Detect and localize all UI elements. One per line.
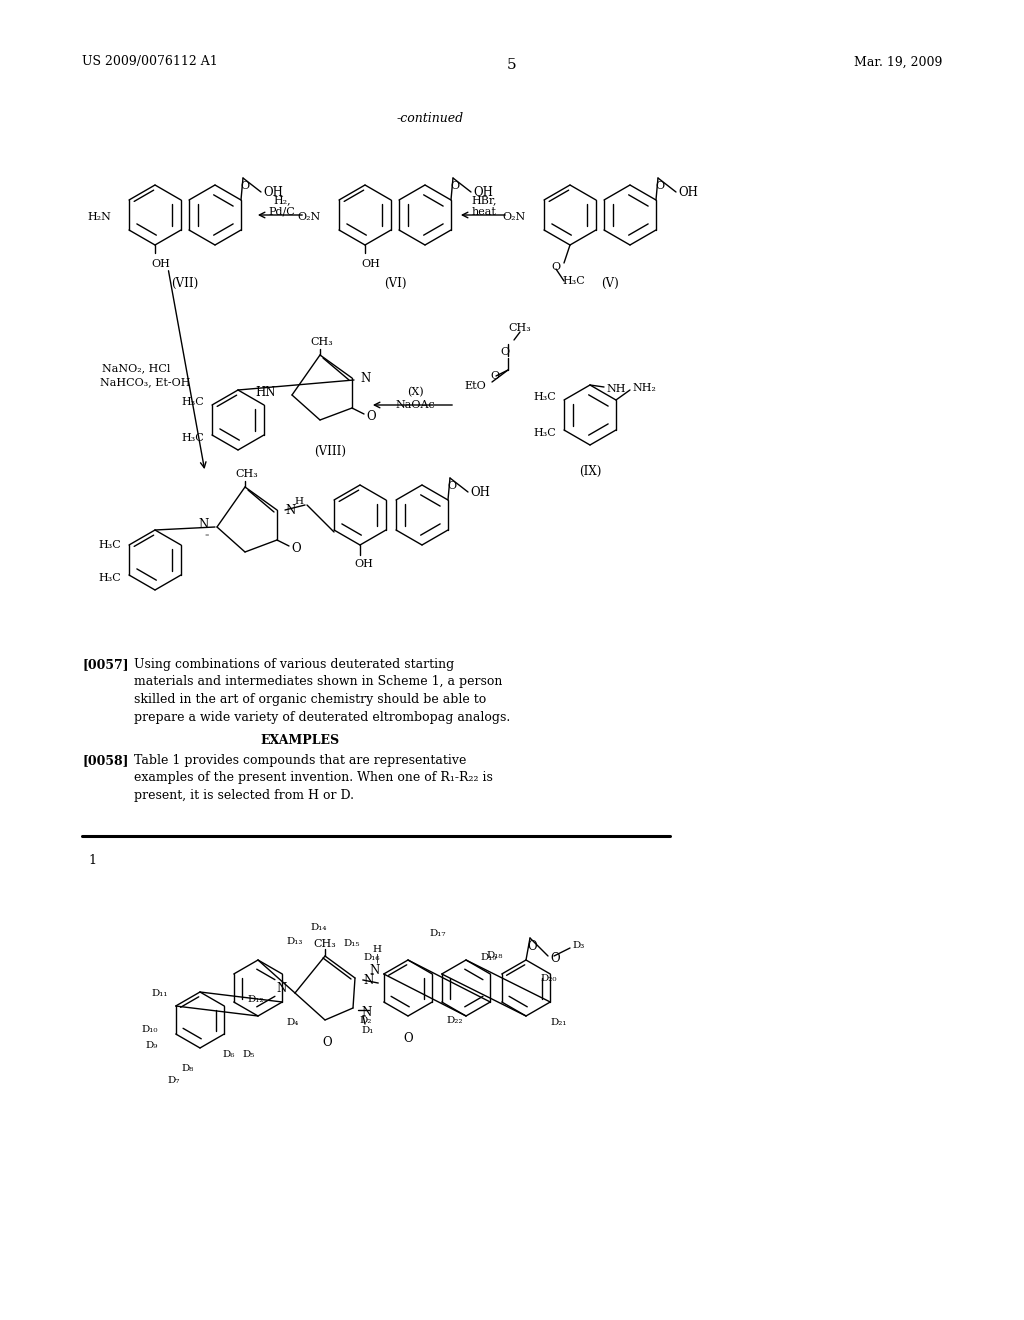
Text: (V): (V) <box>601 277 618 290</box>
Text: D₅: D₅ <box>242 1049 254 1059</box>
Text: D₃: D₃ <box>572 941 585 950</box>
Text: N: N <box>360 371 371 384</box>
Text: D₁₁: D₁₁ <box>152 990 168 998</box>
Text: OH: OH <box>361 259 381 269</box>
Text: H₃C: H₃C <box>534 392 556 403</box>
Text: D₁₅: D₁₅ <box>343 940 359 949</box>
Text: O: O <box>366 409 376 422</box>
Text: O: O <box>490 371 500 381</box>
Text: N: N <box>362 974 374 986</box>
Text: NaHCO₃, Et-OH: NaHCO₃, Et-OH <box>100 378 190 387</box>
Text: OH: OH <box>354 558 374 569</box>
Text: HBr,: HBr, <box>471 195 497 205</box>
Text: CH₃: CH₃ <box>313 939 336 949</box>
Text: [0057]: [0057] <box>82 657 129 671</box>
Text: Mar. 19, 2009: Mar. 19, 2009 <box>854 55 942 69</box>
Text: N: N <box>361 1006 372 1019</box>
Text: D₁: D₁ <box>361 1026 374 1035</box>
Text: D₁₆: D₁₆ <box>364 953 380 962</box>
Text: OH: OH <box>152 259 170 269</box>
Text: D₂₀: D₂₀ <box>540 974 556 983</box>
Text: D₈: D₈ <box>181 1064 194 1073</box>
Text: NaNO₂, HCl: NaNO₂, HCl <box>102 363 170 374</box>
Text: Pd/C: Pd/C <box>268 207 295 216</box>
Text: H: H <box>373 945 382 954</box>
Text: 5: 5 <box>507 58 517 73</box>
Text: D₂: D₂ <box>359 1016 372 1026</box>
Text: Table 1 provides compounds that are representative
examples of the present inven: Table 1 provides compounds that are repr… <box>134 754 493 803</box>
Text: H₃C: H₃C <box>181 397 204 407</box>
Text: OH: OH <box>470 486 489 499</box>
Text: -continued: -continued <box>396 111 464 124</box>
Text: Using combinations of various deuterated starting
materials and intermediates sh: Using combinations of various deuterated… <box>134 657 510 723</box>
Text: H₃C: H₃C <box>562 276 585 286</box>
Text: H₃C: H₃C <box>534 428 556 438</box>
Text: D₆: D₆ <box>222 1049 234 1059</box>
Text: D₁₈: D₁₈ <box>486 950 503 960</box>
Text: O: O <box>552 261 560 272</box>
Text: D₉: D₉ <box>145 1041 158 1051</box>
Text: D₁₉: D₁₉ <box>480 953 497 962</box>
Text: |: | <box>376 953 379 962</box>
Text: heat: heat <box>472 207 497 216</box>
Text: H₂,: H₂, <box>273 195 291 205</box>
Text: D₁₂: D₁₂ <box>248 995 264 1005</box>
Text: O: O <box>241 181 250 191</box>
Text: O₂N: O₂N <box>298 213 321 222</box>
Text: D₇: D₇ <box>168 1076 180 1085</box>
Text: D₄: D₄ <box>286 1018 298 1027</box>
Text: OH: OH <box>263 186 283 198</box>
Text: N: N <box>370 964 380 977</box>
Text: N: N <box>285 503 295 516</box>
Text: D₁₇: D₁₇ <box>430 929 446 939</box>
Text: D₂₂: D₂₂ <box>446 1016 463 1026</box>
Text: D₁₄: D₁₄ <box>310 923 328 932</box>
Text: CH₃: CH₃ <box>236 469 258 479</box>
Text: O: O <box>447 480 457 491</box>
Text: N: N <box>276 982 287 995</box>
Text: H₃C: H₃C <box>181 433 204 444</box>
Text: H₂N: H₂N <box>87 213 111 222</box>
Text: O: O <box>501 347 510 356</box>
Text: O: O <box>451 181 460 191</box>
Text: H₃C: H₃C <box>98 573 121 583</box>
Text: EtO: EtO <box>464 381 486 391</box>
Text: (VIII): (VIII) <box>314 445 346 458</box>
Text: NaOAc: NaOAc <box>395 400 435 411</box>
Text: O: O <box>527 940 537 953</box>
Text: (X): (X) <box>407 387 423 397</box>
Text: O: O <box>403 1032 413 1045</box>
Text: (VII): (VII) <box>171 277 199 290</box>
Text: D₂₁: D₂₁ <box>550 1018 566 1027</box>
Text: CH₃: CH₃ <box>509 323 531 333</box>
Text: O: O <box>323 1036 332 1049</box>
Text: O: O <box>291 541 301 554</box>
Text: H₃C: H₃C <box>98 540 121 550</box>
Text: O: O <box>550 952 560 965</box>
Text: HN: HN <box>256 387 276 400</box>
Text: CH₃: CH₃ <box>310 337 334 347</box>
Text: D₁₀: D₁₀ <box>141 1026 158 1035</box>
Text: 1: 1 <box>88 854 96 867</box>
Text: NH₂: NH₂ <box>632 383 655 393</box>
Text: ⁼: ⁼ <box>205 533 209 541</box>
Text: (VI): (VI) <box>384 277 407 290</box>
Text: US 2009/0076112 A1: US 2009/0076112 A1 <box>82 55 218 69</box>
Text: NH: NH <box>606 384 626 393</box>
Text: O: O <box>655 181 665 191</box>
Text: EXAMPLES: EXAMPLES <box>260 734 340 747</box>
Text: [0058]: [0058] <box>82 754 128 767</box>
Text: O₂N: O₂N <box>503 213 526 222</box>
Text: N: N <box>199 519 209 532</box>
Text: H: H <box>295 498 303 507</box>
Text: D₁₃: D₁₃ <box>287 937 303 946</box>
Text: OH: OH <box>473 186 493 198</box>
Text: (IX): (IX) <box>579 465 601 478</box>
Text: OH: OH <box>678 186 697 198</box>
